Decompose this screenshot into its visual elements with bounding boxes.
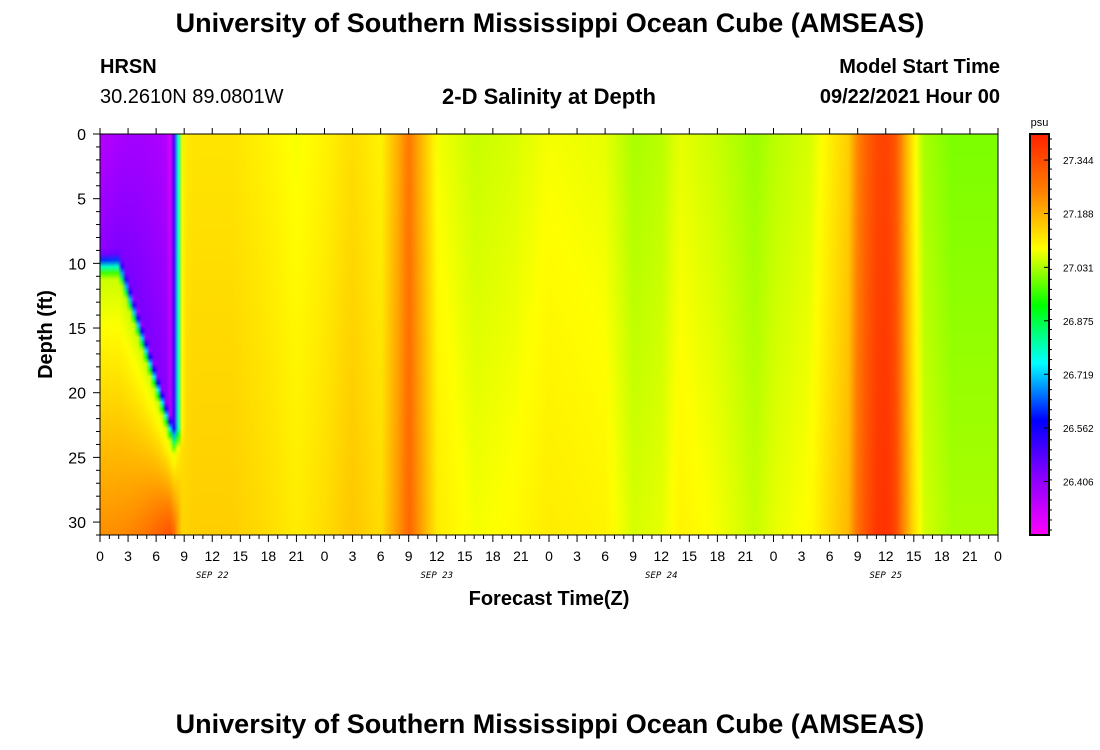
footer-title: University of Southern Mississippi Ocean… [175, 709, 925, 739]
x-tick-label: 6 [152, 548, 160, 564]
x-tick-label: 15 [682, 548, 698, 564]
date-label: SEP 24 [645, 571, 678, 581]
x-tick-label: 0 [994, 548, 1002, 564]
colorbar-unit: psu [1031, 117, 1049, 129]
x-tick-label: 18 [934, 548, 950, 564]
colorbar-tick-label: 27.188 [1063, 210, 1094, 221]
y-tick-label: 5 [77, 192, 86, 209]
x-tick-label: 3 [124, 548, 132, 564]
colorbar [1029, 133, 1050, 536]
y-tick-label: 20 [68, 386, 86, 403]
x-tick-label: 9 [854, 548, 862, 564]
colorbar-tick-label: 26.719 [1063, 370, 1094, 381]
chart-subtitle: 2-D Salinity at Depth [442, 84, 656, 109]
colorbar-tick-label: 26.875 [1063, 317, 1094, 328]
station-coordinates: 30.2610N 89.0801W [100, 86, 284, 108]
x-tick-label: 12 [204, 548, 220, 564]
y-tick-label: 15 [68, 321, 86, 338]
colorbar-tick-label: 26.562 [1063, 424, 1094, 435]
x-tick-label: 3 [349, 548, 357, 564]
x-tick-label: 18 [261, 548, 277, 564]
x-tick-label: 9 [180, 548, 188, 564]
x-tick-label: 15 [457, 548, 473, 564]
y-tick-label: 0 [77, 127, 86, 144]
x-tick-label: 0 [545, 548, 553, 564]
y-tick-label: 25 [68, 450, 86, 467]
model-start-label: Model Start Time [839, 56, 1000, 78]
x-tick-label: 18 [710, 548, 726, 564]
x-tick-label: 0 [96, 548, 104, 564]
date-label: SEP 25 [869, 571, 902, 581]
x-tick-label: 15 [906, 548, 922, 564]
x-tick-label: 0 [770, 548, 778, 564]
x-tick-label: 12 [653, 548, 669, 564]
colorbar-tick-label: 27.344 [1063, 156, 1094, 167]
y-axis-title: Depth (ft) [35, 290, 57, 379]
x-tick-label: 21 [289, 548, 305, 564]
x-tick-label: 21 [738, 548, 754, 564]
station-name: HRSN [100, 56, 157, 78]
x-tick-label: 6 [377, 548, 385, 564]
page-title: University of Southern Mississippi Ocean… [175, 8, 925, 38]
x-tick-label: 18 [485, 548, 501, 564]
x-tick-label: 12 [878, 548, 894, 564]
x-tick-label: 6 [601, 548, 609, 564]
x-tick-label: 21 [513, 548, 529, 564]
x-tick-label: 9 [629, 548, 637, 564]
x-tick-label: 6 [826, 548, 834, 564]
x-tick-label: 9 [405, 548, 413, 564]
date-label: SEP 23 [420, 571, 453, 581]
salinity-heatmap [100, 134, 998, 535]
model-start-time: 09/22/2021 Hour 00 [819, 86, 1000, 108]
y-tick-label: 30 [68, 515, 86, 532]
colorbar-tick-label: 27.031 [1063, 263, 1094, 274]
x-tick-label: 12 [429, 548, 445, 564]
y-tick-label: 10 [68, 256, 86, 273]
x-tick-label: 3 [798, 548, 806, 564]
x-tick-label: 0 [321, 548, 329, 564]
x-tick-label: 21 [962, 548, 978, 564]
x-axis-title: Forecast Time(Z) [469, 588, 630, 610]
x-tick-label: 3 [573, 548, 581, 564]
date-label: SEP 22 [196, 571, 229, 581]
colorbar-tick-label: 26.406 [1063, 478, 1094, 489]
x-tick-label: 15 [233, 548, 249, 564]
